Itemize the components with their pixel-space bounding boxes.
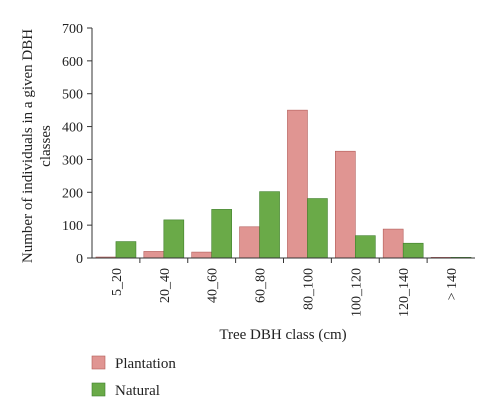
x-axis-title: Tree DBH class (cm) [219, 327, 346, 343]
bar-natural-0 [115, 241, 137, 259]
y-axis-title-line-1: Number of individuals in a given DBH [20, 29, 36, 263]
bar-plantation-6 [382, 228, 404, 259]
legend-label-plantation: Plantation [115, 356, 176, 372]
legend-swatch-natural [91, 382, 106, 397]
x-tick-label: > 140 [445, 268, 460, 300]
bar-natural-3 [259, 191, 280, 259]
bar-plantation-4 [287, 109, 308, 259]
y-tick-label: 300 [62, 153, 83, 168]
x-tick-label: 20_40 [158, 268, 173, 303]
x-tick-label: 5_20 [110, 268, 125, 296]
y-axis-title-line-2: classes [38, 125, 54, 167]
legend-swatch-plantation [91, 355, 106, 370]
x-tick-label: 40_60 [206, 268, 221, 303]
bar-natural-4 [307, 198, 328, 259]
y-axis: 0 100 200 300 400 500 600 700 [62, 22, 93, 267]
bar-natural-2 [211, 209, 232, 259]
bar-natural-5 [355, 235, 376, 259]
x-axis: 5_20 20_40 40_60 60_80 80_100 100_120 120_140 >… [92, 257, 475, 317]
bar-natural-1 [163, 219, 185, 259]
y-tick-label: 600 [62, 55, 83, 70]
bar-natural-6 [402, 242, 424, 259]
x-tick-label: 80_100 [301, 268, 316, 310]
x-tick-label: 100_120 [349, 268, 364, 317]
x-tick-label: 60_80 [254, 268, 269, 303]
y-axis-title: Number of individuals in a given DBH cla… [20, 29, 54, 263]
bars [95, 109, 472, 259]
x-tick-label: 120_140 [397, 268, 412, 317]
y-tick-label: 200 [62, 186, 83, 201]
bar-plantation-2 [191, 251, 212, 259]
legend-label-natural: Natural [115, 383, 160, 399]
bar-plantation-3 [239, 226, 260, 259]
y-tick-label: 0 [76, 252, 83, 267]
y-tick-label: 500 [62, 88, 83, 103]
y-tick-label: 700 [62, 22, 83, 37]
y-tick-label: 100 [62, 219, 83, 234]
y-tick-label: 400 [62, 121, 83, 136]
bar-plantation-5 [335, 150, 356, 259]
bar-plantation-1 [143, 251, 165, 259]
legend: Plantation Natural [91, 355, 176, 399]
